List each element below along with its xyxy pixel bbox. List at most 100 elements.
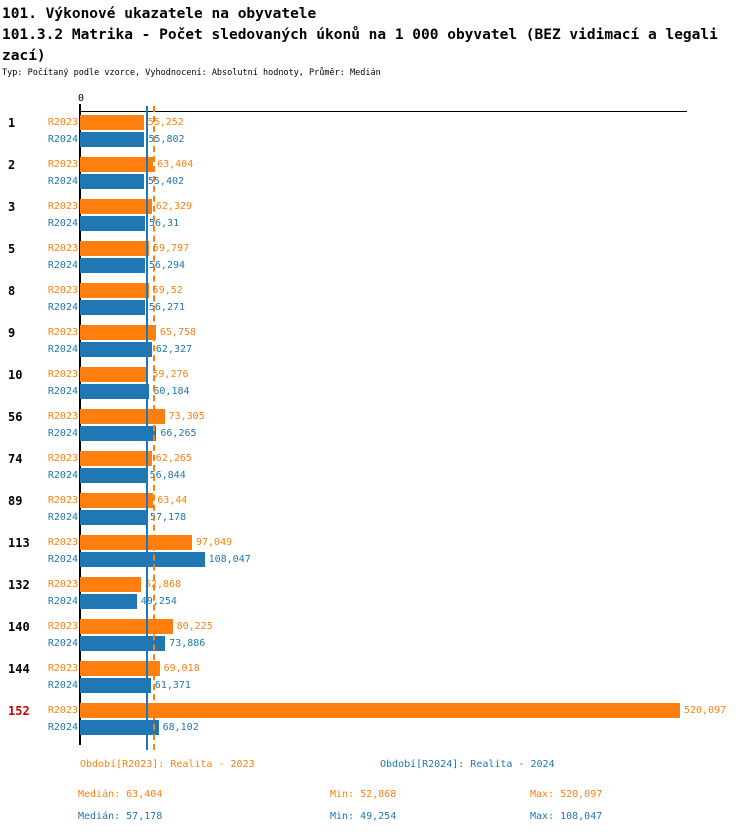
bar-r2023 bbox=[80, 577, 141, 592]
value-label-r2024: 62,327 bbox=[155, 344, 193, 355]
series-label-r2024: R2024 bbox=[47, 302, 78, 313]
bar-r2023 bbox=[80, 409, 165, 424]
stat-min-r2023: Min: 52,868 bbox=[330, 789, 397, 800]
series-label-r2023: R2023 bbox=[47, 705, 78, 716]
value-label-r2024: 56,844 bbox=[149, 470, 186, 481]
bar-r2024 bbox=[80, 594, 137, 609]
median-line-r2024 bbox=[145, 106, 148, 750]
stat-median-r2023: Medián: 63,404 bbox=[78, 789, 163, 800]
series-label-r2024: R2024 bbox=[47, 596, 78, 607]
bar-r2024 bbox=[80, 678, 151, 693]
value-label-r2024: 108,047 bbox=[208, 554, 251, 565]
bar-r2024 bbox=[80, 174, 144, 189]
bar-r2024 bbox=[80, 426, 157, 441]
series-label-r2024: R2024 bbox=[47, 176, 78, 187]
value-label-r2023: 73,305 bbox=[168, 411, 205, 422]
bar-r2024 bbox=[80, 384, 150, 399]
series-label-r2023: R2023 bbox=[47, 579, 78, 590]
series-label-r2024: R2024 bbox=[47, 134, 78, 145]
series-label-r2024: R2024 bbox=[47, 344, 78, 355]
series-label-r2024: R2024 bbox=[47, 218, 78, 229]
value-label-r2024: 61,371 bbox=[154, 680, 191, 691]
value-label-r2024: 56,271 bbox=[148, 302, 186, 313]
bar-r2023 bbox=[80, 703, 680, 718]
series-label-r2023: R2023 bbox=[47, 327, 78, 338]
series-label-r2024: R2024 bbox=[47, 638, 78, 649]
bar-r2024 bbox=[80, 300, 145, 315]
category-label: 74 bbox=[8, 452, 23, 466]
bar-r2023 bbox=[80, 493, 154, 508]
bar-r2023 bbox=[80, 283, 149, 298]
value-label-r2024: 55,402 bbox=[147, 176, 185, 187]
value-label-r2024: 56,294 bbox=[148, 260, 186, 271]
bar-r2024 bbox=[80, 132, 145, 147]
x-axis-origin-label: 0 bbox=[77, 93, 85, 104]
series-label-r2024: R2024 bbox=[47, 722, 78, 733]
category-label: 9 bbox=[8, 326, 16, 340]
series-label-r2023: R2023 bbox=[47, 621, 78, 632]
bar-r2023 bbox=[80, 115, 144, 130]
value-label-r2023: 63,404 bbox=[157, 159, 194, 170]
value-label-r2023: 97,049 bbox=[196, 537, 233, 548]
bar-r2024 bbox=[80, 510, 146, 525]
value-label-r2023: 520,097 bbox=[684, 705, 727, 716]
value-label-r2024: 68,102 bbox=[162, 722, 199, 733]
stat-median-r2024: Medián: 57,178 bbox=[78, 811, 163, 822]
stat-max-r2024: Max: 108,047 bbox=[530, 811, 603, 822]
series-label-r2024: R2024 bbox=[47, 386, 78, 397]
bar-r2024 bbox=[80, 258, 145, 273]
category-label: 1 bbox=[8, 116, 16, 130]
series-label-r2023: R2023 bbox=[47, 117, 78, 128]
legend-period-r2024: Období[R2024]: Realita - 2024 bbox=[380, 759, 555, 770]
category-label: 132 bbox=[8, 578, 30, 592]
series-label-r2023: R2023 bbox=[47, 243, 78, 254]
series-label-r2024: R2024 bbox=[47, 470, 78, 481]
bar-r2024 bbox=[80, 216, 145, 231]
series-label-r2023: R2023 bbox=[47, 201, 78, 212]
bar-r2024 bbox=[80, 468, 146, 483]
value-label-r2023: 63,44 bbox=[157, 495, 188, 506]
value-label-r2024: 56,31 bbox=[149, 218, 180, 229]
series-label-r2024: R2024 bbox=[47, 428, 78, 439]
median-line-r2023 bbox=[153, 106, 156, 750]
category-label: 56 bbox=[8, 410, 23, 424]
series-label-r2023: R2023 bbox=[47, 537, 78, 548]
category-label: 8 bbox=[8, 284, 16, 298]
value-label-r2023: 69,018 bbox=[163, 663, 200, 674]
value-label-r2023: 59,52 bbox=[152, 285, 183, 296]
value-label-r2024: 57,178 bbox=[150, 512, 187, 523]
category-label: 2 bbox=[8, 158, 16, 172]
page-title: 101. Výkonové ukazatele na obyvatele bbox=[2, 6, 317, 22]
x-axis-line bbox=[80, 111, 687, 112]
category-label: 3 bbox=[8, 200, 16, 214]
value-label-r2024: 66,265 bbox=[160, 428, 197, 439]
chart-area: 0 1 R2023 55,252 R2024 55,802 2 R2023 63,404 R20… bbox=[0, 93, 750, 753]
bar-r2024 bbox=[80, 552, 205, 567]
value-label-r2023: 52,868 bbox=[145, 579, 182, 590]
series-label-r2023: R2023 bbox=[47, 495, 78, 506]
category-label: 144 bbox=[8, 662, 30, 676]
series-label-r2024: R2024 bbox=[47, 680, 78, 691]
bar-r2023 bbox=[80, 619, 173, 634]
stat-max-r2023: Max: 520,097 bbox=[530, 789, 603, 800]
value-label-r2023: 65,758 bbox=[159, 327, 197, 338]
bar-r2024 bbox=[80, 342, 152, 357]
value-label-r2024: 60,184 bbox=[153, 386, 190, 397]
bar-r2023 bbox=[80, 325, 156, 340]
series-label-r2024: R2024 bbox=[47, 554, 78, 565]
report-meta-line: Typ: Počítaný podle vzorce, Vyhodnocení:… bbox=[2, 68, 381, 78]
value-label-r2024: 73,886 bbox=[169, 638, 206, 649]
series-label-r2024: R2024 bbox=[47, 260, 78, 271]
stat-min-r2024: Min: 49,254 bbox=[330, 811, 397, 822]
series-label-r2023: R2023 bbox=[47, 159, 78, 170]
category-label: 10 bbox=[8, 368, 23, 382]
value-label-r2023: 59,797 bbox=[153, 243, 190, 254]
series-label-r2023: R2023 bbox=[47, 369, 78, 380]
bar-r2024 bbox=[80, 720, 159, 735]
series-label-r2023: R2023 bbox=[47, 411, 78, 422]
bar-r2023 bbox=[80, 199, 152, 214]
bar-r2023 bbox=[80, 367, 149, 382]
bar-r2023 bbox=[80, 241, 149, 256]
category-label: 140 bbox=[8, 620, 30, 634]
category-label: 113 bbox=[8, 536, 30, 550]
